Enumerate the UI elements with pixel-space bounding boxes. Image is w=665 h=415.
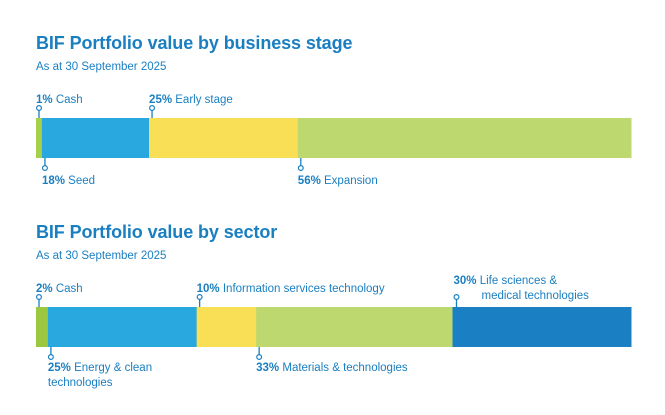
chart-1-subtitle: As at 30 September 2025 (36, 61, 167, 73)
chart-2-subtitle: As at 30 September 2025 (36, 250, 167, 262)
label-percent: 25% (149, 94, 175, 106)
label-text: Expansion (324, 175, 378, 187)
marker-dot-icon (297, 165, 304, 172)
label-text: Seed (68, 175, 95, 187)
marker-dot-icon (47, 354, 54, 361)
label-energy-clean-technologies: 25% Energy & clean (48, 362, 152, 374)
bar-segment-life-sciences-medical-technologies (452, 307, 632, 347)
label-text: Materials & technologies (282, 362, 408, 374)
label-life-sciences-medical-technologies: 30% Life sciences & (454, 275, 558, 287)
bar-segment-information-services-technology (196, 307, 257, 347)
bar-segment-seed (41, 118, 150, 158)
label-percent: 10% (197, 283, 223, 295)
label-text: Cash (56, 283, 83, 295)
label-percent: 1% (36, 94, 56, 106)
chart-2-title: BIF Portfolio value by sector (36, 222, 278, 242)
label-percent: 25% (48, 362, 74, 374)
label-information-services-technology: 10% Information services technology (197, 283, 385, 295)
marker-dot-icon (41, 165, 48, 172)
label-text-line-2: medical technologies (482, 290, 590, 302)
label-text-line-2: technologies (48, 377, 113, 389)
bar-segment-cash (36, 307, 49, 347)
marker-dot-icon (256, 354, 263, 361)
label-percent: 30% (454, 275, 480, 287)
label-percent: 33% (256, 362, 282, 374)
marker-dot-icon (453, 294, 460, 301)
label-text: Information services technology (223, 283, 385, 295)
chart-1-bars (36, 118, 632, 158)
label-percent: 56% (298, 175, 324, 187)
label-text: Energy & clean (74, 362, 152, 374)
marker-dot-icon (35, 104, 42, 111)
label-seed: 18% Seed (42, 175, 95, 187)
label-text: Early stage (175, 94, 233, 106)
label-cash: 1% Cash (36, 94, 83, 106)
label-early-stage: 25% Early stage (149, 94, 233, 106)
marker-dot-icon (149, 104, 156, 111)
label-expansion: 56% Expansion (298, 175, 378, 187)
chart-1-title: BIF Portfolio value by business stage (36, 33, 353, 53)
marker-dot-icon (35, 294, 42, 301)
bar-segment-early-stage (149, 118, 299, 158)
chart-2-bars (36, 307, 632, 347)
marker-dot-icon (196, 294, 203, 301)
bar-segment-expansion (297, 118, 632, 158)
label-percent: 18% (42, 175, 68, 187)
label-materials-technologies: 33% Materials & technologies (256, 362, 408, 374)
bar-segment-energy-clean-technologies (47, 307, 198, 347)
bar-segment-materials-technologies (256, 307, 453, 347)
bar-segment-cash (36, 118, 43, 158)
label-percent: 2% (36, 283, 56, 295)
label-cash: 2% Cash (36, 283, 83, 295)
label-text: Life sciences & (480, 275, 558, 287)
label-text: Cash (56, 94, 83, 106)
